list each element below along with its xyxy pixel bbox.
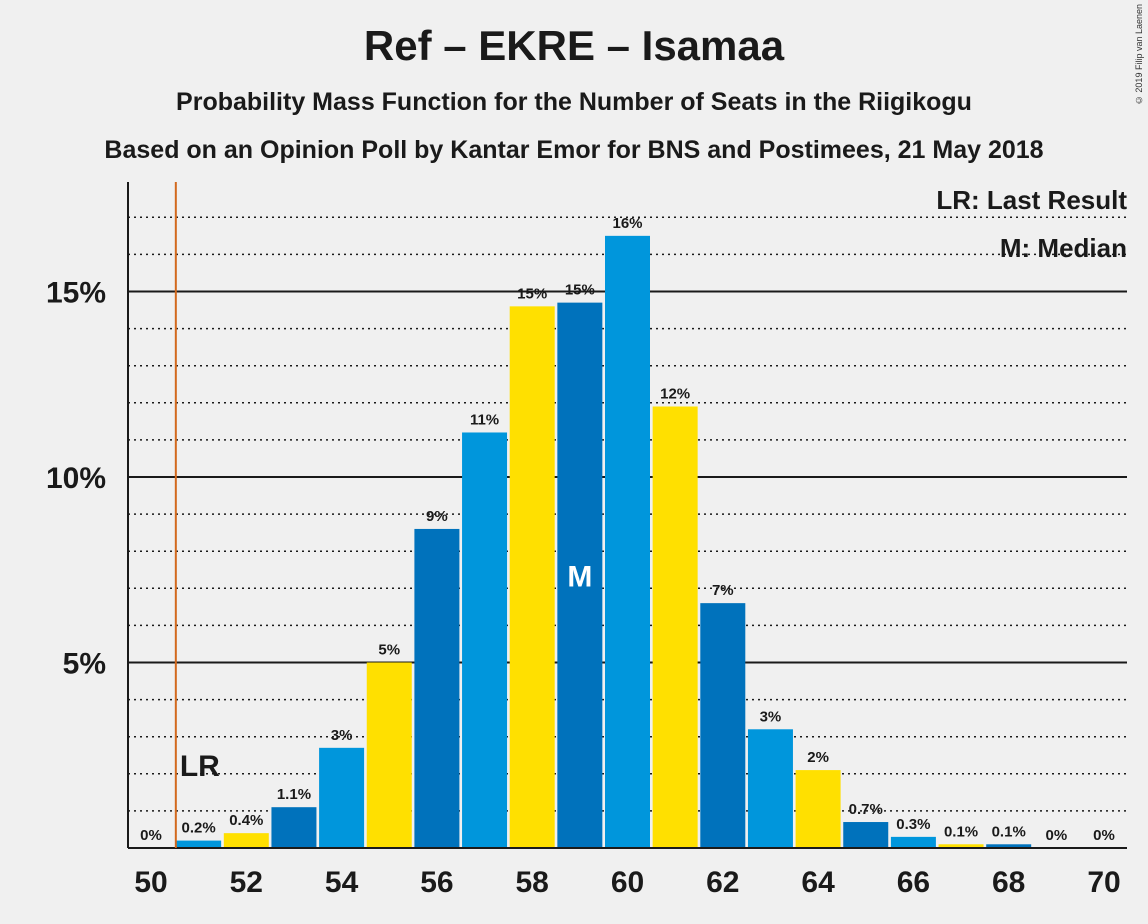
bar-65 (843, 822, 889, 848)
x-tick-70: 70 (1087, 866, 1120, 899)
x-tick-52: 52 (230, 866, 263, 899)
bar-57 (462, 432, 508, 848)
y-tick-5: 5% (63, 648, 106, 681)
data-label-64: 2% (807, 749, 829, 766)
chart-subtitle-source: Based on an Opinion Poll by Kantar Emor … (104, 136, 1044, 164)
data-label-60: 16% (612, 215, 642, 232)
bar-53 (271, 807, 317, 848)
bar-62 (700, 603, 746, 848)
axes: LR (127, 182, 1127, 849)
data-label-68: 0.1% (992, 823, 1026, 840)
x-tick-58: 58 (516, 866, 549, 899)
x-tick-50: 50 (134, 866, 167, 899)
data-label-70: 0% (1093, 827, 1115, 844)
bars: M (176, 235, 1032, 849)
data-label-55: 5% (378, 642, 400, 659)
bar-63 (747, 729, 793, 848)
data-label-53: 1.1% (277, 786, 311, 803)
x-tick-60: 60 (611, 866, 644, 899)
legend-last-result: LR: Last Result (936, 185, 1127, 215)
x-tick-66: 66 (897, 866, 930, 899)
data-label-69: 0% (1046, 827, 1068, 844)
bar-67 (938, 844, 984, 848)
x-tick-68: 68 (992, 866, 1025, 899)
y-tick-15: 15% (46, 277, 106, 310)
bar-59 (557, 302, 603, 848)
data-label-59: 15% (565, 282, 595, 299)
data-label-66: 0.3% (896, 816, 930, 833)
x-tick-62: 62 (706, 866, 739, 899)
data-label-65: 0.7% (849, 801, 883, 818)
data-label-51: 0.2% (182, 820, 216, 837)
x-tick-56: 56 (420, 866, 453, 899)
chart-title: Ref – EKRE – Isamaa (363, 22, 785, 69)
bar-55 (366, 662, 412, 848)
y-tick-10: 10% (46, 462, 106, 495)
data-label-57: 11% (470, 411, 499, 428)
legend-median: M: Median (1000, 233, 1127, 263)
bar-51 (176, 840, 222, 848)
bar-60 (605, 235, 650, 849)
chart-subtitle: Probability Mass Function for the Number… (176, 88, 972, 116)
x-tick-54: 54 (325, 866, 359, 899)
data-label-67: 0.1% (944, 823, 978, 840)
data-label-50: 0% (140, 827, 162, 844)
bar-54 (319, 747, 365, 848)
data-label-58: 15% (517, 285, 547, 302)
x-tick-labels: 50 52 54 56 58 60 62 64 66 68 70 (134, 866, 1120, 899)
x-tick-64: 64 (801, 866, 835, 899)
data-labels: 0% 0.2% 0.4% 1.1% 3% 5% 9% 11% 15% 15% 16% 12% 7% 3% 2… (140, 215, 1115, 844)
data-label-62: 7% (712, 582, 734, 599)
last-result-marker: LR (180, 750, 220, 783)
y-tick-labels: 5% 10% 15% (46, 277, 106, 681)
median-marker: M (567, 560, 592, 593)
bar-58 (509, 306, 555, 849)
bar-61 (652, 406, 698, 848)
bar-52 (223, 833, 269, 848)
bar-64 (795, 770, 841, 848)
data-label-63: 3% (760, 708, 782, 725)
bar-66 (890, 836, 936, 848)
data-label-54: 3% (331, 727, 353, 744)
bar-56 (414, 528, 460, 848)
data-label-61: 12% (660, 386, 690, 403)
data-label-52: 0.4% (229, 812, 263, 829)
data-label-56: 9% (426, 508, 448, 525)
bar-68 (986, 844, 1032, 848)
